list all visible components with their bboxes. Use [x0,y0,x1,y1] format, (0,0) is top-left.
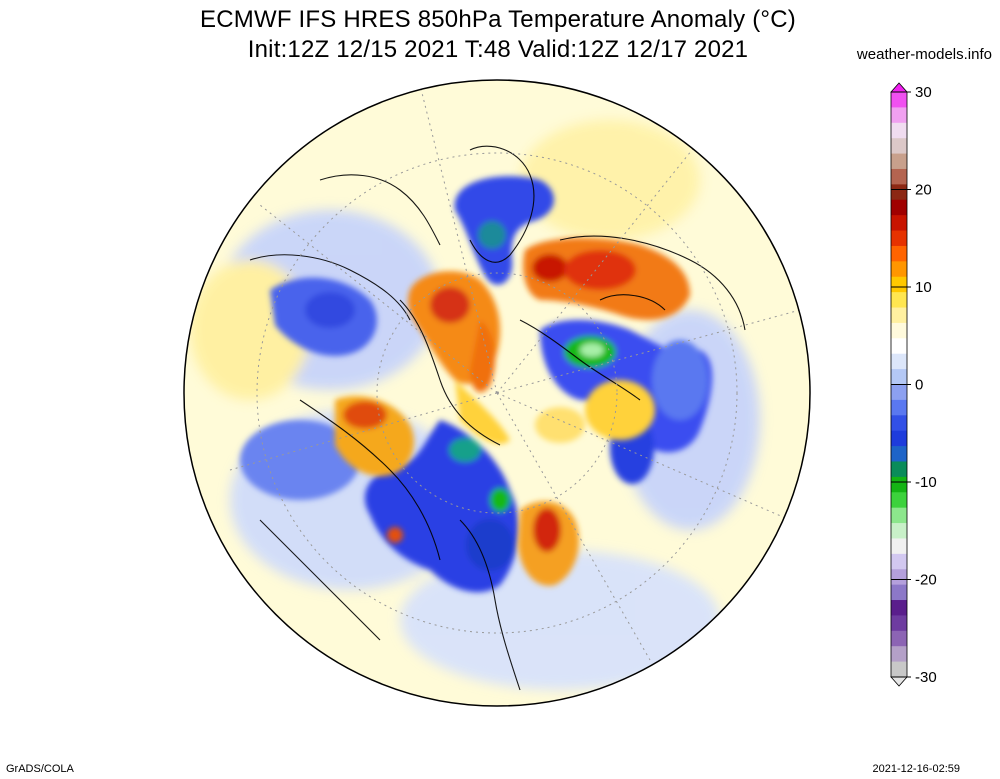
colorbar-swatch [891,476,907,493]
colorbar-swatch [891,569,907,586]
colorbar-tick-label: 20 [915,182,932,199]
colorbar-swatch [891,553,907,570]
map-title: ECMWF IFS HRES 850hPa Temperature Anomal… [200,6,796,33]
colorbar-swatch [891,369,907,385]
warm-siberia-west [335,396,414,476]
colorbar-swatch [891,307,907,324]
colorbar: 30 20 10 0 -10 -20 -30 [890,82,937,687]
source-label: weather-models.info [856,46,992,63]
cold-asia-west [240,277,377,500]
warm-scandinavia [408,271,510,444]
colorbar-swatch [891,215,907,232]
colorbar-swatch [891,415,907,432]
footer-software: GrADS/COLA [6,763,74,775]
graticule [229,84,801,661]
warm-pacific [387,380,655,586]
colorbar-max-arrow [890,82,908,93]
colorbar-swatch [891,384,907,401]
colorbar-min-arrow [890,676,908,687]
coastlines [249,145,746,691]
anomaly-field [184,80,810,706]
colorbar-swatch [891,399,907,416]
colorbar-swatch [891,230,907,247]
colorbar-swatch [891,584,907,601]
colorbar-swatch [891,523,907,539]
map-subtitle: Init:12Z 12/15 2021 T:48 Valid:12Z 12/17… [247,36,749,63]
colorbar-swatch [891,446,907,462]
colorbar-swatch [891,292,907,309]
colorbar-swatch [891,184,907,201]
colorbar-swatch [891,461,907,478]
colorbar-swatch [891,492,907,509]
colorbar-swatch [891,276,907,293]
colorbar-tick-label: -20 [915,572,937,589]
footer-timestamp: 2021-12-16-02:59 [872,763,960,775]
colorbar-swatch [891,353,907,370]
colorbar-swatch [891,199,907,216]
colorbar-swatch [891,245,907,262]
colorbar-swatch [891,615,907,632]
colorbar-swatch [891,168,907,185]
colorbar-swatch [891,153,907,170]
colorbar-swatch [891,138,907,155]
colorbar-swatch [891,322,907,339]
colorbar-swatch [891,646,907,663]
map-boundary [183,79,811,707]
colorbar-swatch [891,538,907,555]
colorbar-tick-label: -10 [915,474,937,491]
cold-greenland-north [454,176,554,285]
colorbar-tick-label: 0 [915,377,923,394]
colorbar-swatch [891,107,907,124]
colorbar-swatch [891,430,907,447]
colorbar-swatch [891,122,907,139]
colorbar-tick-label: 10 [915,279,932,296]
colorbar-swatch [891,261,907,278]
colorbar-tick-label: 30 [915,84,932,101]
colorbar-tick-label: -30 [915,669,937,686]
colorbar-swatch [891,630,907,647]
colorbar-swatch [891,338,907,355]
colorbar-swatch [891,507,907,524]
colorbar-swatch [891,600,907,616]
colorbar-swatch [891,92,907,108]
colorbar-swatch [891,661,907,678]
